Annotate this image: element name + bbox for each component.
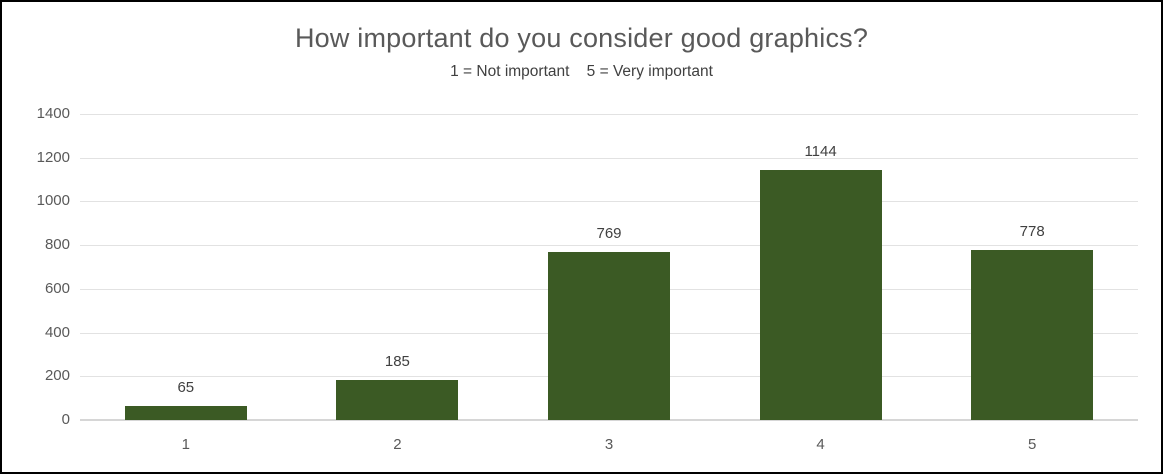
chart-title: How important do you consider good graph…: [294, 23, 869, 53]
plot-area: 1400 1200 1000 800 600 400 200 0 65 1 185 2 769 3 1144…: [37, 106, 1138, 453]
y-axis-tick-label: 1200: [36, 149, 70, 166]
gridline: [80, 245, 1138, 246]
bar-data-label: 778: [1019, 223, 1045, 240]
y-axis-tick-label: 1400: [36, 105, 70, 122]
bar-category-5: [971, 250, 1093, 420]
x-axis-tick-label: 2: [393, 436, 402, 453]
bar-data-label: 65: [177, 379, 195, 396]
bar-data-label: 769: [596, 225, 622, 242]
x-axis-tick-label: 1: [181, 436, 190, 453]
y-axis-tick-label: 800: [44, 236, 70, 253]
x-axis-line: [80, 419, 1138, 421]
y-axis-tick-label: 1000: [36, 192, 70, 209]
x-axis-tick-label: 4: [816, 436, 825, 453]
gridline: [80, 201, 1138, 202]
y-axis-tick-label: 0: [61, 411, 70, 428]
y-axis-tick-label: 200: [44, 367, 70, 384]
y-axis-tick-label: 600: [44, 280, 70, 297]
x-axis-tick-label: 5: [1028, 436, 1037, 453]
bar-category-1: [125, 406, 247, 420]
bar-category-3: [548, 252, 670, 420]
x-axis-tick-label: 3: [604, 436, 614, 453]
bar-data-label: 1144: [804, 143, 837, 160]
gridline: [80, 114, 1138, 115]
chart-subtitle: 1 = Not important 5 = Very important: [450, 63, 713, 80]
bar-category-4: [760, 170, 882, 420]
y-axis-tick-label: 400: [44, 324, 70, 341]
bar-data-label: 185: [384, 353, 410, 370]
gridline: [80, 158, 1138, 159]
bar-category-2: [336, 380, 458, 420]
